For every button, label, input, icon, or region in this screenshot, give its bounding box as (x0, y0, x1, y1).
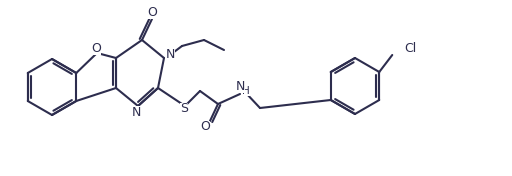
Text: N: N (165, 49, 175, 61)
Text: H: H (242, 86, 250, 96)
Text: O: O (200, 121, 210, 134)
Text: N: N (131, 105, 141, 118)
Text: O: O (147, 5, 157, 18)
Text: Cl: Cl (404, 42, 416, 55)
Text: O: O (91, 42, 101, 55)
Text: S: S (180, 102, 188, 115)
Text: N: N (236, 80, 245, 93)
